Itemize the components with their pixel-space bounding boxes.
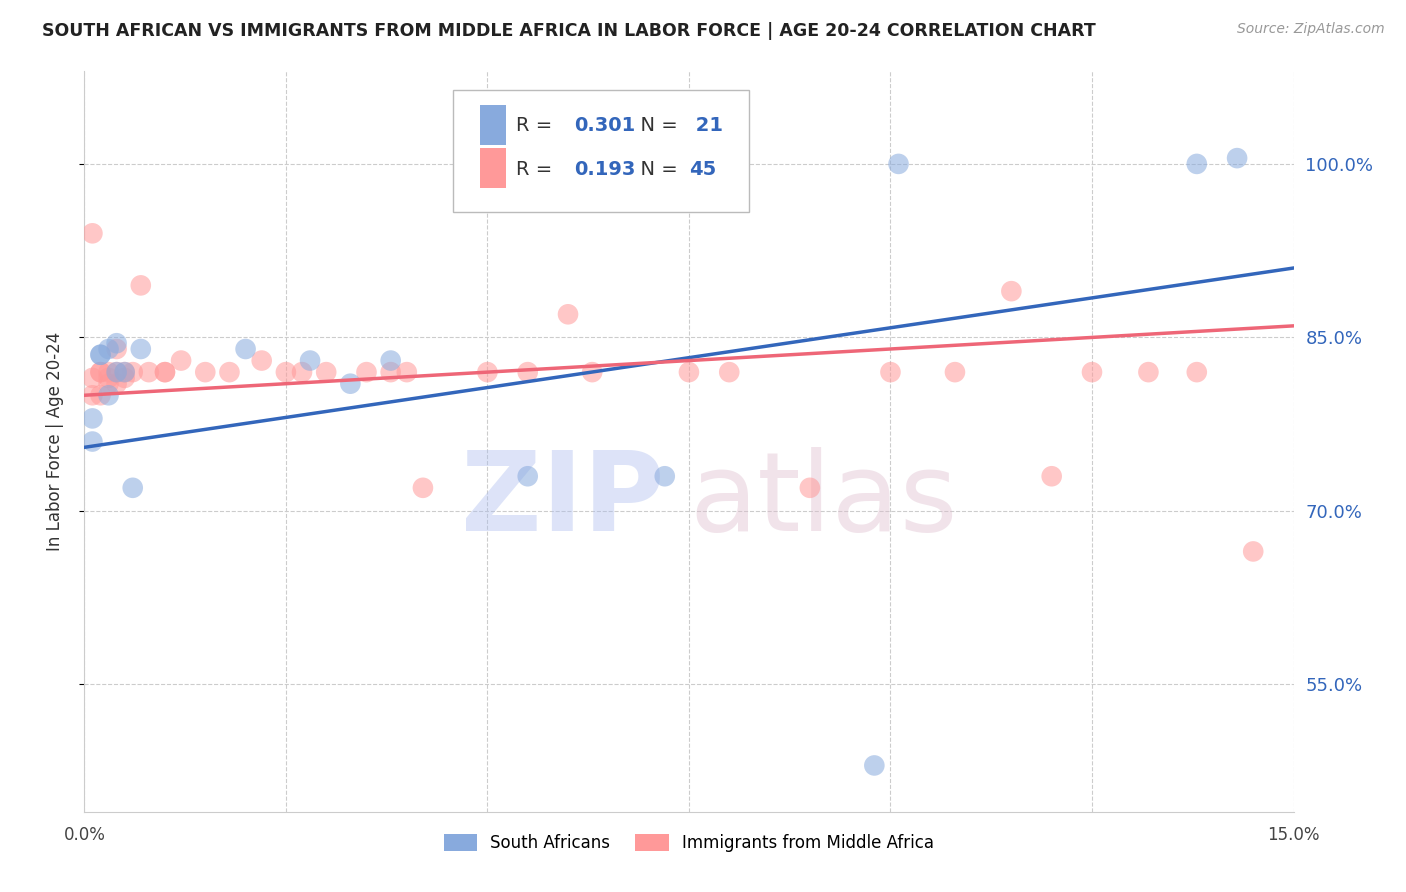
Point — [395, 365, 418, 379]
Text: ZIP: ZIP — [461, 447, 665, 554]
Point — [114, 371, 136, 385]
Point — [1040, 469, 1063, 483]
Point — [879, 365, 901, 379]
Point — [1000, 284, 1022, 298]
Point — [380, 353, 402, 368]
Point — [97, 388, 120, 402]
Point — [235, 342, 257, 356]
Point — [153, 365, 176, 379]
Text: R =: R = — [516, 116, 558, 135]
Point — [97, 376, 120, 391]
Point — [1241, 544, 1264, 558]
Point — [1226, 151, 1249, 165]
Point — [581, 365, 603, 379]
Point — [799, 481, 821, 495]
Point — [557, 307, 579, 321]
Point — [82, 388, 104, 402]
Point — [129, 342, 152, 356]
Point — [718, 365, 741, 379]
Point — [218, 365, 240, 379]
Point — [121, 365, 143, 379]
Point — [114, 365, 136, 379]
Point — [356, 365, 378, 379]
Text: 0.0%: 0.0% — [63, 826, 105, 844]
Point — [89, 348, 111, 362]
Point — [82, 411, 104, 425]
Point — [105, 365, 128, 379]
Point — [1137, 365, 1160, 379]
Text: N =: N = — [628, 116, 685, 135]
Point — [153, 365, 176, 379]
Point — [82, 227, 104, 241]
Point — [82, 434, 104, 449]
Point — [1081, 365, 1104, 379]
Point — [105, 376, 128, 391]
Text: Source: ZipAtlas.com: Source: ZipAtlas.com — [1237, 22, 1385, 37]
Text: N =: N = — [628, 160, 685, 178]
Point — [89, 348, 111, 362]
Point — [1185, 365, 1208, 379]
Point — [654, 469, 676, 483]
Point — [274, 365, 297, 379]
Y-axis label: In Labor Force | Age 20-24: In Labor Force | Age 20-24 — [45, 332, 63, 551]
Point — [82, 371, 104, 385]
Bar — [479, 104, 506, 145]
Text: 0.193: 0.193 — [574, 160, 636, 178]
Point — [170, 353, 193, 368]
FancyBboxPatch shape — [453, 90, 749, 212]
Point — [299, 353, 322, 368]
Point — [477, 365, 499, 379]
Point — [412, 481, 434, 495]
Point — [105, 336, 128, 351]
Bar — [479, 147, 506, 188]
Point — [121, 481, 143, 495]
Point — [1185, 157, 1208, 171]
Point — [138, 365, 160, 379]
Point — [97, 365, 120, 379]
Point — [315, 365, 337, 379]
Point — [250, 353, 273, 368]
Point — [380, 365, 402, 379]
Point — [105, 342, 128, 356]
Point — [89, 388, 111, 402]
Point — [291, 365, 314, 379]
Point — [194, 365, 217, 379]
Point — [114, 365, 136, 379]
Text: R =: R = — [516, 160, 558, 178]
Point — [516, 469, 538, 483]
Point — [129, 278, 152, 293]
Point — [678, 365, 700, 379]
Point — [516, 365, 538, 379]
Point — [89, 365, 111, 379]
Point — [943, 365, 966, 379]
Point — [339, 376, 361, 391]
Text: 21: 21 — [689, 116, 723, 135]
Point — [105, 365, 128, 379]
Point — [97, 342, 120, 356]
Legend: South Africans, Immigrants from Middle Africa: South Africans, Immigrants from Middle A… — [437, 828, 941, 859]
Text: 45: 45 — [689, 160, 716, 178]
Point — [863, 758, 886, 772]
Text: SOUTH AFRICAN VS IMMIGRANTS FROM MIDDLE AFRICA IN LABOR FORCE | AGE 20-24 CORREL: SOUTH AFRICAN VS IMMIGRANTS FROM MIDDLE … — [42, 22, 1095, 40]
Point — [89, 365, 111, 379]
Point — [97, 371, 120, 385]
Text: atlas: atlas — [689, 447, 957, 554]
Point — [887, 157, 910, 171]
Text: 0.301: 0.301 — [574, 116, 636, 135]
Text: 15.0%: 15.0% — [1267, 826, 1320, 844]
